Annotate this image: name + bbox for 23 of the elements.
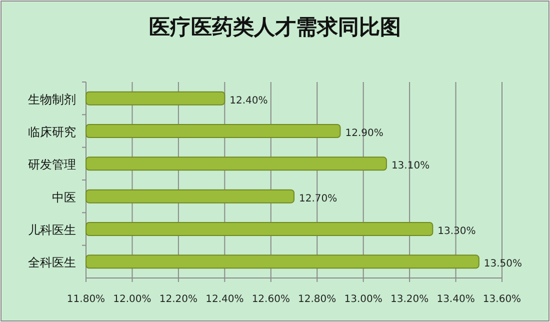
data-label: 12.70%	[299, 193, 338, 204]
y-tick-label: 全科医生	[28, 256, 76, 270]
x-tick-label: 13.60%	[482, 294, 522, 305]
data-label: 12.40%	[230, 95, 268, 106]
x-tick-label: 12.80%	[298, 294, 336, 305]
y-tick-label: 生物制剂	[28, 92, 76, 106]
y-tick-label: 中医	[52, 190, 76, 204]
data-label: 13.50%	[484, 258, 522, 270]
x-tick-label: 13.20%	[390, 294, 429, 305]
x-tick-label: 12.00%	[113, 294, 152, 305]
x-tick-label: 12.20%	[159, 294, 198, 305]
x-tick-label: 11.80%	[66, 294, 106, 305]
data-label: 13.10%	[391, 160, 430, 172]
y-tick-label: 临床研究	[28, 125, 76, 139]
chart-title: 医疗医药类人才需求同比图	[149, 14, 401, 39]
x-tick-label: 12.40%	[206, 294, 244, 305]
y-tick-label: 儿科医生	[28, 223, 76, 237]
x-tick-label: 13.40%	[436, 294, 475, 305]
x-tick-label: 12.60%	[252, 294, 290, 305]
data-label: 13.30%	[438, 226, 476, 237]
x-tick-label: 13.00%	[344, 294, 382, 305]
y-tick-label: 研发管理	[28, 158, 76, 172]
data-label: 12.90%	[345, 128, 384, 139]
